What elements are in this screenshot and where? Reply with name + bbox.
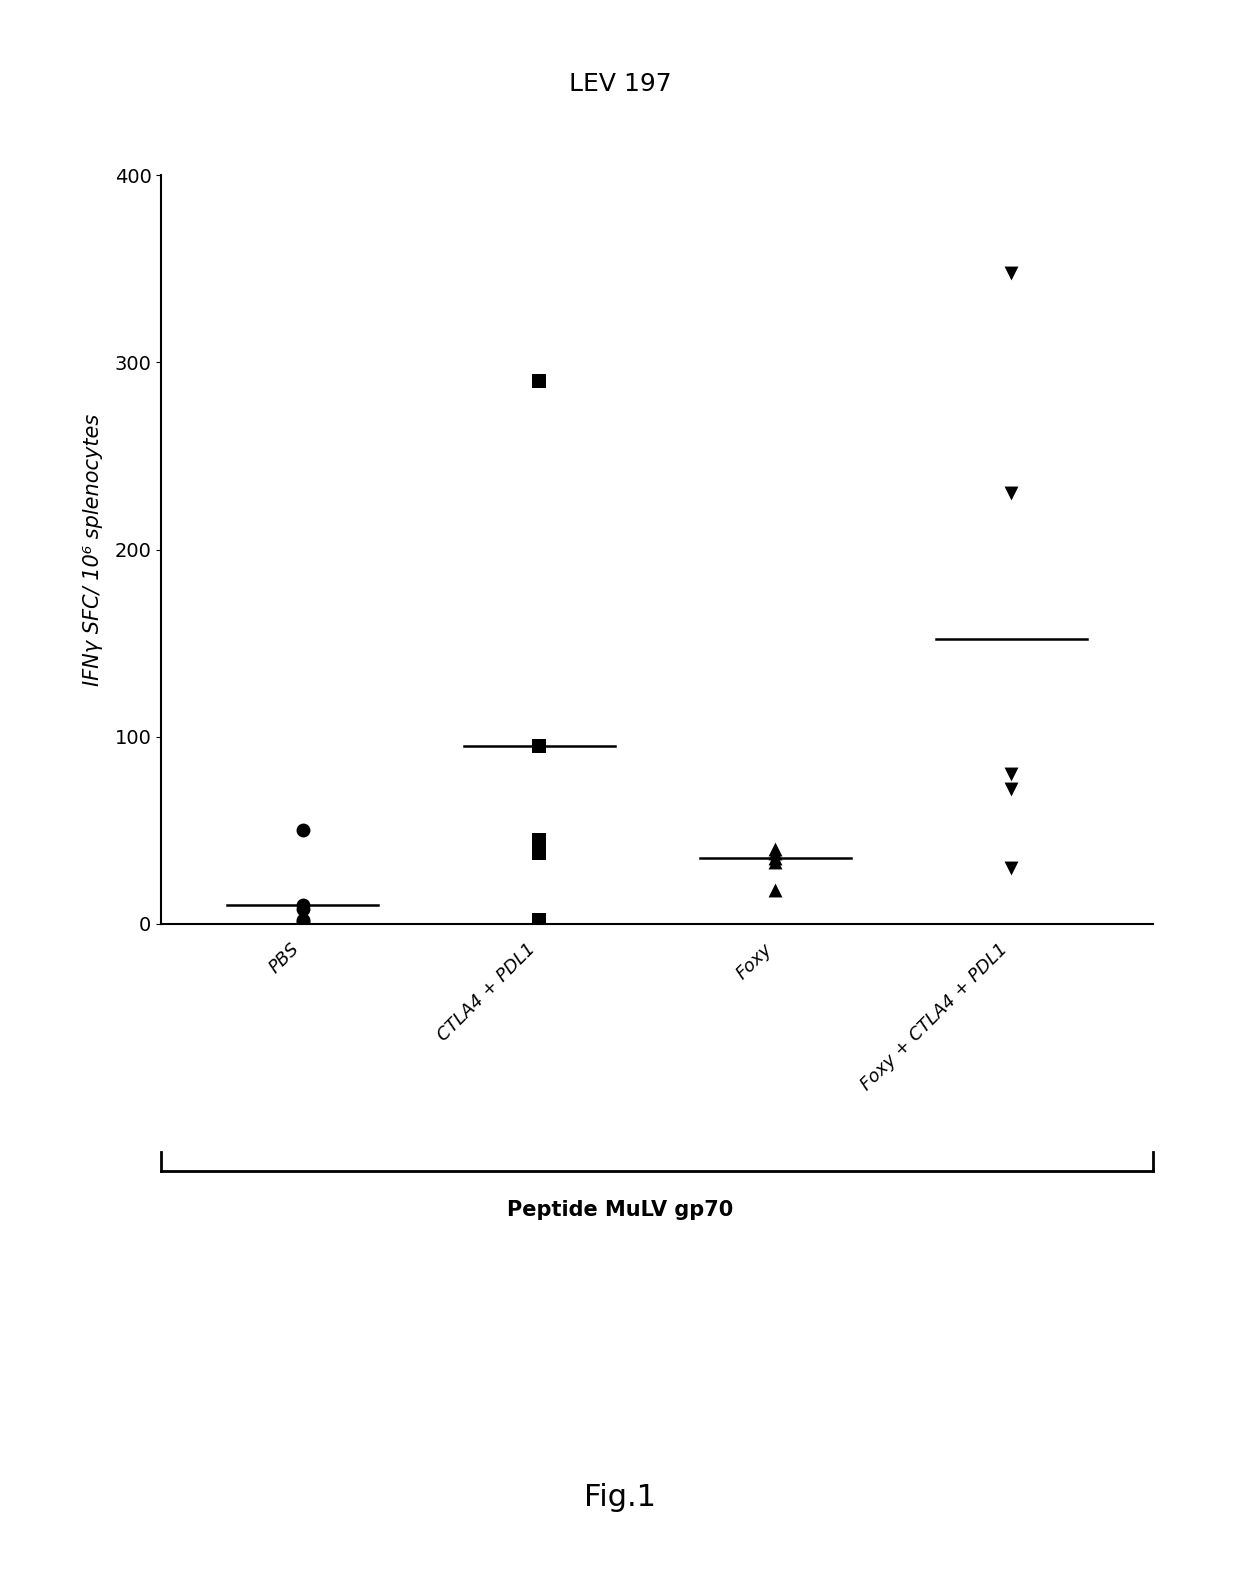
Point — [765, 836, 785, 862]
Text: Peptide MuLV gp70: Peptide MuLV gp70 — [507, 1200, 733, 1220]
Point — [529, 908, 549, 933]
Point — [529, 733, 549, 758]
Y-axis label: IFNγ SFC/ 10⁶ splenocytes: IFNγ SFC/ 10⁶ splenocytes — [83, 414, 103, 685]
Point — [293, 892, 312, 918]
Point — [1002, 260, 1022, 285]
Point — [1002, 481, 1022, 507]
Point — [293, 908, 312, 933]
Point — [765, 840, 785, 865]
Point — [1002, 855, 1022, 881]
Text: Fig.1: Fig.1 — [584, 1483, 656, 1512]
Point — [293, 897, 312, 922]
Point — [293, 910, 312, 935]
Point — [293, 817, 312, 843]
Text: Foxy + CTLA4 + PDL1: Foxy + CTLA4 + PDL1 — [858, 940, 1012, 1094]
Point — [529, 840, 549, 865]
Point — [529, 827, 549, 852]
Text: CTLA4 + PDL1: CTLA4 + PDL1 — [434, 940, 539, 1045]
Point — [1002, 761, 1022, 787]
Point — [529, 368, 549, 393]
Point — [1002, 776, 1022, 801]
Text: Foxy: Foxy — [733, 940, 775, 983]
Text: LEV 197: LEV 197 — [569, 72, 671, 96]
Point — [765, 846, 785, 871]
Point — [765, 878, 785, 903]
Text: PBS: PBS — [265, 940, 303, 977]
Point — [765, 849, 785, 875]
